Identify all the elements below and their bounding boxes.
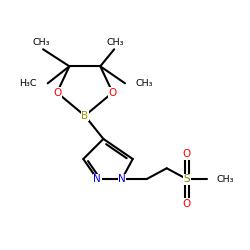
Text: CH₃: CH₃ <box>107 38 124 47</box>
Text: CH₃: CH₃ <box>33 38 50 47</box>
Text: N: N <box>93 174 101 184</box>
Text: B: B <box>81 111 88 121</box>
Text: S: S <box>184 174 190 184</box>
Text: O: O <box>108 88 117 98</box>
Text: CH₃: CH₃ <box>136 79 153 88</box>
Text: CH₃: CH₃ <box>216 174 234 184</box>
Text: H₃C: H₃C <box>20 79 37 88</box>
Text: O: O <box>183 149 191 159</box>
Text: N: N <box>118 174 126 184</box>
Text: O: O <box>53 88 61 98</box>
Text: O: O <box>183 199 191 209</box>
